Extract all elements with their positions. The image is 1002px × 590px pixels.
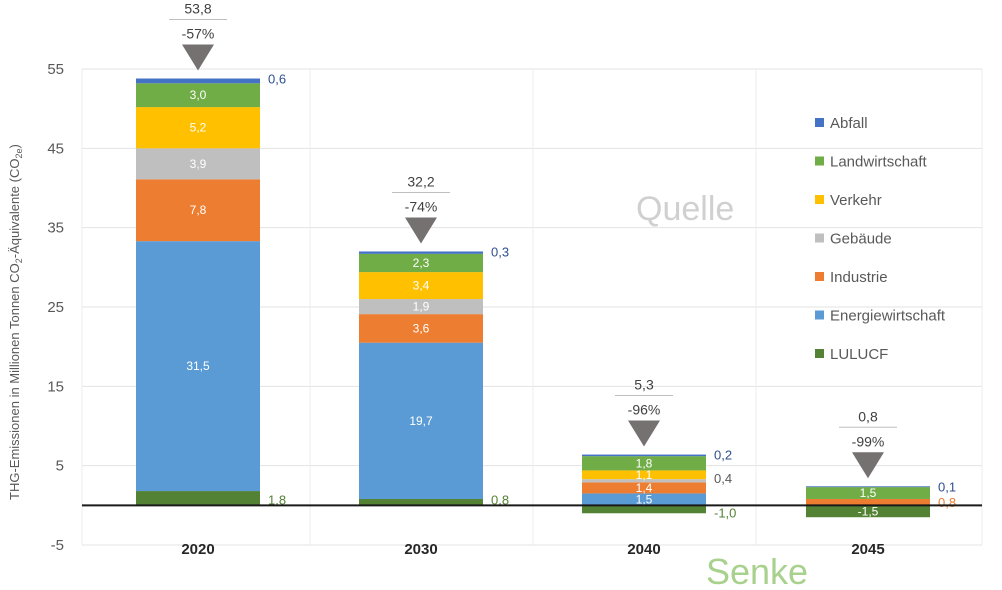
reduction-arrow-icon xyxy=(405,217,437,244)
segment-side-label: 0,1 xyxy=(938,479,956,494)
bar-segment-lulucf xyxy=(582,505,706,514)
segment-value-label: 31,5 xyxy=(186,359,210,373)
segment-value-label: 3,4 xyxy=(413,279,430,293)
y-tick-label: 35 xyxy=(47,220,64,237)
segment-value-label: 3,0 xyxy=(190,88,207,102)
bar-segment-industrie xyxy=(806,498,930,506)
reduction-arrow-icon xyxy=(852,452,884,479)
segment-value-label: 5,2 xyxy=(190,121,207,135)
legend-swatch xyxy=(815,349,824,358)
bar-segment-landwirtschaft xyxy=(136,83,260,108)
segment-side-label: 0,2 xyxy=(714,448,732,463)
total-value-label: 5,3 xyxy=(634,377,654,393)
x-category-label: 2020 xyxy=(181,541,214,558)
legend-label: Industrie xyxy=(830,269,888,286)
segment-value-label: -1,5 xyxy=(858,504,879,518)
data-labels: 1,8 31,5 7,8 3,9 5,2 3,0 0,6 -57% 53,8 0,8 19,7 3,6… xyxy=(169,1,956,520)
bar-segment-abfall xyxy=(806,486,930,488)
bar-segment-industrie xyxy=(582,482,706,494)
bar-segment-landwirtschaft xyxy=(359,253,483,273)
bar-segment-landwirtschaft xyxy=(582,456,706,471)
bar-segment-lulucf xyxy=(806,505,930,518)
bar-segment-gebäude xyxy=(582,479,706,483)
y-tick-label: -5 xyxy=(51,537,64,554)
legend-label: Gebäude xyxy=(830,231,892,248)
segment-value-label: 2,3 xyxy=(413,256,430,270)
legend-swatch xyxy=(815,310,824,320)
segment-value-label: 19,7 xyxy=(409,414,433,428)
legend-label: Abfall xyxy=(830,115,868,132)
bar-segment-abfall xyxy=(136,78,260,84)
segment-value-label: 1,9 xyxy=(413,300,430,314)
bar-segment-lulucf xyxy=(359,498,483,506)
bar-segment-verkehr xyxy=(136,107,260,149)
legend-swatch xyxy=(815,156,824,166)
sink-annotation: Senke xyxy=(706,551,808,590)
reduction-arrow-icon xyxy=(628,420,660,447)
bar-segment-energiewirtschaft xyxy=(582,493,706,506)
total-value-label: 0,8 xyxy=(858,408,878,424)
bar-segment-lulucf xyxy=(136,491,260,506)
y-tick-label: 55 xyxy=(47,61,64,78)
segment-value-label: 1,8 xyxy=(636,456,653,470)
segment-value-label: 1,5 xyxy=(636,492,653,506)
segment-side-label: 0,8 xyxy=(938,495,956,510)
legend-label: Verkehr xyxy=(830,192,882,209)
segment-value-label: 1,5 xyxy=(860,486,877,500)
segment-value-label: 3,6 xyxy=(413,321,430,335)
x-category-label: 2040 xyxy=(627,541,660,558)
bar-stacks xyxy=(136,78,930,518)
reduction-percent-label: -99% xyxy=(852,433,885,449)
segment-side-label: 0,8 xyxy=(491,492,509,507)
axes: 55 45 35 25 15 5 -5 2020 2030 2040 2045 xyxy=(47,61,982,558)
y-tick-label: 45 xyxy=(47,140,64,157)
bar-segment-energiewirtschaft xyxy=(359,342,483,499)
reduction-percent-label: -74% xyxy=(405,198,438,214)
x-category-label: 2045 xyxy=(851,541,884,558)
bar-segment-landwirtschaft xyxy=(806,487,930,499)
source-annotation: Quelle xyxy=(636,190,734,228)
legend-label: Energiewirtschaft xyxy=(830,308,946,325)
legend-swatch xyxy=(815,118,824,127)
bar-segment-abfall xyxy=(359,251,483,254)
legend: Abfall Landwirtschaft Verkehr Gebäude Indust… xyxy=(815,115,946,363)
segment-value-label: 1,1 xyxy=(636,468,653,482)
bar-segment-energiewirtschaft xyxy=(136,241,260,492)
bar-segment-industrie xyxy=(359,314,483,343)
bar-segment-verkehr xyxy=(359,272,483,300)
segment-side-label: 1,8 xyxy=(268,492,286,507)
bar-segment-verkehr xyxy=(582,470,706,480)
bar-segment-gebäude xyxy=(136,148,260,180)
segment-side-label: -1,0 xyxy=(714,505,736,520)
segment-value-label: 3,9 xyxy=(190,157,207,171)
legend-swatch xyxy=(815,272,824,281)
segment-side-label: 0,3 xyxy=(491,244,509,259)
reduction-arrow-icon xyxy=(182,44,214,71)
bar-segment-abfall xyxy=(582,454,706,457)
x-category-label: 2030 xyxy=(404,541,437,558)
legend-swatch xyxy=(815,233,824,243)
legend-label: Landwirtschaft xyxy=(830,154,928,171)
legend-swatch xyxy=(815,195,824,204)
y-tick-label: 15 xyxy=(47,378,64,395)
total-value-label: 53,8 xyxy=(184,1,211,17)
bar-segment-industrie xyxy=(136,179,260,242)
y-tick-label: 25 xyxy=(47,299,64,316)
segment-value-label: 7,8 xyxy=(190,203,207,217)
legend-label: LULUCF xyxy=(830,346,888,363)
bar-segment-gebäude xyxy=(359,299,483,315)
segment-value-label: 1,4 xyxy=(636,481,653,495)
y-axis-label: THG-Emissionen in Millionen Tonnen CO2-Ä… xyxy=(7,144,24,500)
total-value-label: 32,2 xyxy=(407,173,434,189)
y-tick-label: 5 xyxy=(56,458,64,475)
segment-side-label: 0,4 xyxy=(714,471,732,486)
reduction-percent-label: -57% xyxy=(182,26,215,42)
segment-side-label: 0,6 xyxy=(268,72,286,87)
reduction-percent-label: -96% xyxy=(628,402,661,418)
